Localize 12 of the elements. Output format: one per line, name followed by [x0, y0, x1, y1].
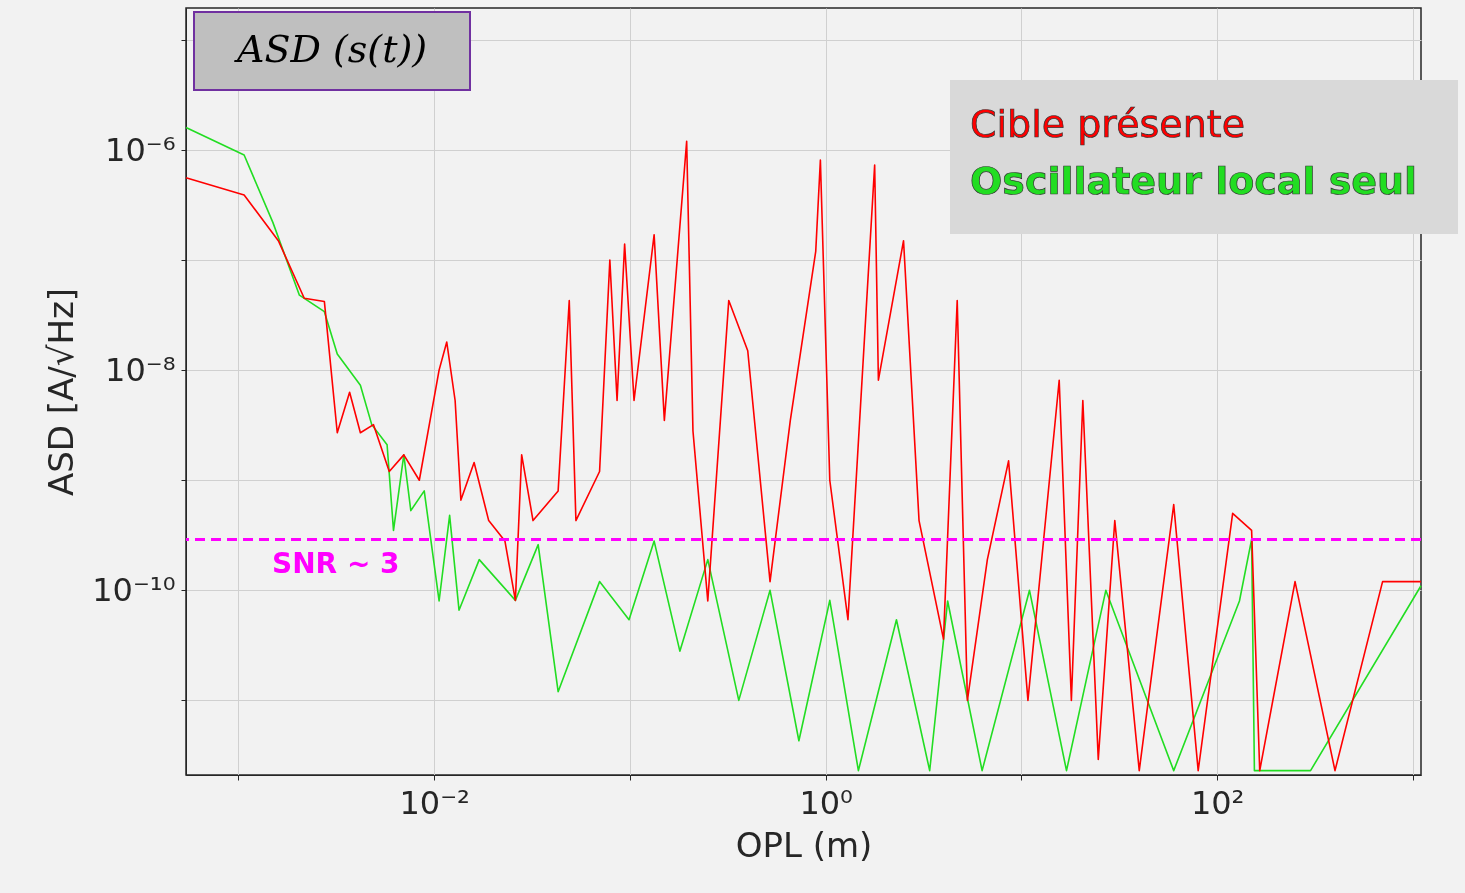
y-axis-title: ASD [A/√Hz] [41, 287, 82, 497]
y-tick-label: 10⁻⁸ [105, 350, 176, 389]
x-axis-title: OPL (m) [735, 824, 873, 865]
y-tick-label: 10⁻¹⁰ [92, 570, 176, 609]
y-tick-label: 10⁻⁶ [105, 130, 176, 169]
x-tick-label: 10⁻² [399, 783, 470, 822]
ref-line-label: SNR ~ 3 [272, 547, 400, 581]
x-tick-label: 10⁰ [799, 783, 853, 822]
text: Oscillateur local seul [970, 159, 1418, 203]
text: ASD (s(t)) [233, 27, 428, 71]
x-tick-label: 10² [1190, 783, 1245, 822]
text: Cible présente [970, 102, 1246, 146]
